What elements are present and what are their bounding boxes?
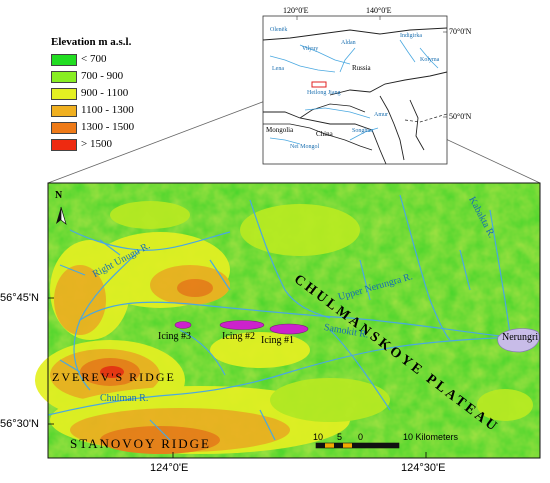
chulman-label: Chulman R. [100,393,149,404]
inset-rivers [269,39,439,145]
scale-tick-label: 5 [337,432,343,442]
inset-lon-label: 140°0'E [366,6,392,15]
inset-lon-label: 120°0'E [283,6,309,15]
scale-bar [315,442,400,449]
icing-1-label: Icing #1 [261,335,295,346]
inset-place-label: Olenëk [270,27,288,33]
icing-1-shape [269,323,309,335]
legend-item: > 1500 [51,138,112,151]
river-network [47,194,541,441]
nerungri-town-shape [497,328,540,353]
lon-label: 124°30'E [401,462,446,474]
icing-3-shape [174,321,192,329]
legend-swatch [51,138,77,151]
legend-item: 900 - 1100 [51,87,129,100]
inset-place-label: Russia [352,64,371,72]
legend-swatch [51,70,77,83]
inset-coastline [262,27,448,165]
inset-place-label: Kolyma [420,57,440,63]
inset-place-label: Aldan [341,40,356,46]
legend-label: 1100 - 1300 [81,104,134,116]
lon-label: 124°0'E [150,462,189,474]
scale-tick-label: 10 [313,432,324,442]
legend-swatch [51,53,77,66]
inset-place-label: Heilong Jiang [307,90,341,96]
icing-2-shape [219,320,265,330]
lat-label: 56°45'N [0,292,39,304]
legend-label: 900 - 1100 [81,87,129,99]
icings [174,320,309,335]
legend-label: < 700 [81,53,107,65]
inset-place-label: Vilyuy [302,46,319,52]
lat-label: 56°30'N [0,418,39,430]
inset-lat-label: 70°0'N [449,27,472,36]
inset-dashed-line [404,113,448,123]
inset-place-label: Amur [374,112,388,118]
legend-label: 1300 - 1500 [81,121,135,133]
icing-2-label: Icing #2 [222,331,256,342]
legend-swatch [51,121,77,134]
inset-borders [263,103,373,151]
nerungri-label: Nerungri [502,332,539,343]
legend-item: 1300 - 1500 [51,121,135,134]
legend-swatch [51,87,77,100]
zverev-ridge-label: ZVEREV'S RIDGE [52,370,176,384]
legend-label: > 1500 [81,138,112,150]
inset-place-label: China [316,130,333,138]
legend-item: < 700 [51,53,107,66]
legend-item: 700 - 900 [51,70,124,83]
legend-label: 700 - 900 [81,70,124,82]
main-map [35,182,541,459]
legend-swatch [51,104,77,117]
inset-place-label: Nei Mongol [290,144,320,150]
inset-place-label: Mongolia [266,126,294,134]
elevation-highlands [35,201,533,454]
legend-item: 1100 - 1300 [51,104,134,117]
icing-3-label: Icing #3 [158,331,192,342]
inset-location-marker [311,81,327,88]
inset-place-label: Lena [272,66,284,72]
scale-label: 10 Kilometers [403,432,459,442]
inset-lat-label: 50°0'N [449,112,472,121]
stanovoy-ridge-label: STANOVOY RIDGE [70,436,211,451]
scale-tick-label: 0 [358,432,364,442]
legend-title: Elevation m a.s.l. [51,36,132,48]
inset-place-label: Indigirka [400,33,422,39]
inset-place-label: Songhua [352,128,373,134]
north-label: N [55,190,63,201]
north-arrow-icon [56,206,67,225]
inset-map [262,15,448,165]
